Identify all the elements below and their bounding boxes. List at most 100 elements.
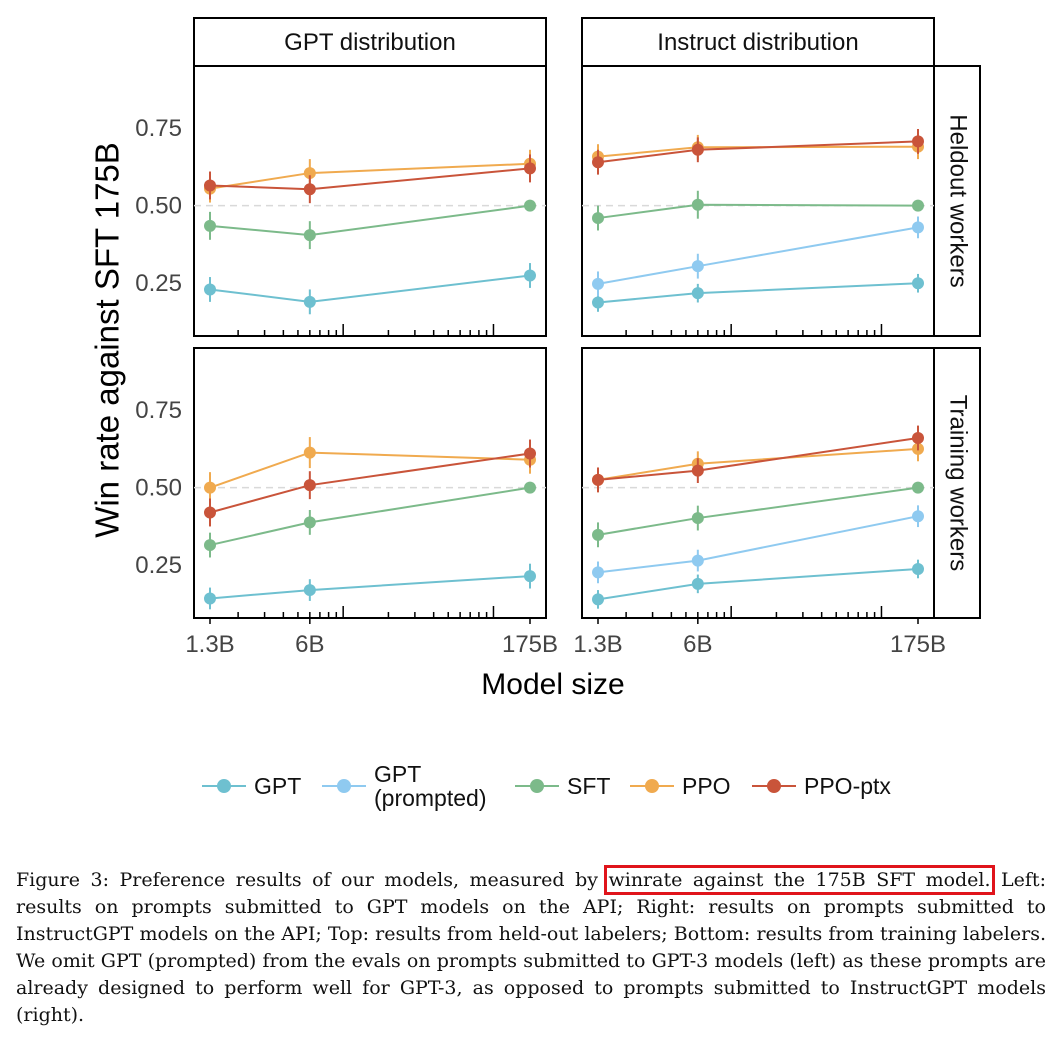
data-point: [303, 584, 316, 597]
data-point: [303, 446, 316, 459]
data-point: [912, 481, 924, 494]
legend-label: PPO-ptx: [804, 773, 891, 799]
data-point: [303, 516, 316, 529]
data-point: [691, 512, 704, 525]
x-tick-label: 175B: [890, 631, 946, 658]
legend-item: SFT: [515, 773, 610, 799]
data-point: [303, 183, 316, 196]
data-point: [303, 229, 316, 242]
data-point: [592, 296, 604, 309]
data-point: [524, 447, 536, 460]
caption-text-end: Left: results on prompts submitted to GP…: [16, 869, 1046, 1026]
series-line-sft: [209, 204, 531, 237]
y-tick-label: 0.75: [135, 397, 182, 424]
data-point: [204, 539, 216, 552]
legend-item: GPT (prompted): [322, 761, 486, 811]
x-axis-title: Model size: [481, 668, 624, 701]
data-point: [691, 464, 704, 477]
series-line-ppo-ptx: [209, 452, 531, 514]
y-axis-title: Win rate against SFT 175B: [89, 142, 126, 538]
row-strip-training: Training workers: [945, 395, 972, 572]
series-line-sft: [597, 203, 919, 220]
series-line-ppo-ptx: [209, 167, 531, 191]
legend-label-line: (prompted): [374, 785, 486, 811]
data-point: [691, 287, 704, 300]
minor-ticks: [237, 324, 883, 618]
data-point: [691, 198, 704, 211]
x-tick-label: 175B: [502, 631, 558, 658]
col-strip-instruct: Instruct distribution: [657, 29, 858, 56]
data-point: [691, 260, 704, 273]
data-point: [303, 167, 316, 180]
legend-item: PPO: [630, 773, 731, 799]
data-point: [912, 221, 924, 234]
series-line-ppo: [209, 451, 531, 489]
data-point: [592, 277, 604, 290]
legend-item: PPO-ptx: [752, 773, 891, 799]
data-point: [204, 219, 216, 232]
figure-caption: Figure 3: Preference results of our mode…: [16, 865, 1046, 1029]
data-point: [592, 156, 604, 169]
data-point: [524, 269, 536, 282]
data-point: [204, 179, 216, 192]
data-point: [912, 562, 924, 575]
legend-item: GPT: [202, 773, 301, 799]
x-tick-label: 6B: [295, 631, 324, 658]
legend-marker: [767, 779, 781, 793]
row-strips: [933, 65, 981, 619]
legend-marker: [530, 779, 544, 793]
data-point: [592, 528, 604, 541]
data-point: [912, 135, 924, 148]
col-strip-gpt: GPT distribution: [284, 29, 456, 56]
legend-label: SFT: [567, 773, 610, 799]
series-line-sft: [209, 486, 531, 547]
data-point: [204, 506, 216, 519]
legend-label: GPT: [254, 773, 301, 799]
data-point: [524, 481, 536, 494]
data-point: [524, 199, 536, 212]
series-line-gpt: [209, 575, 531, 600]
x-tick-label: 6B: [683, 631, 712, 658]
y-tick-label: 0.50: [135, 475, 182, 502]
y-tick-label: 0.50: [135, 193, 182, 220]
y-tick-label: 0.25: [135, 270, 182, 297]
series-line-gpt-prompted-: [597, 226, 919, 285]
data-point: [691, 554, 704, 567]
data-point: [912, 510, 924, 523]
row-strip-heldout: Heldout workers: [945, 114, 972, 287]
series-line-gpt: [597, 567, 919, 601]
legend: GPT GPT (prompted) SFT PPO PPO-ptx: [202, 761, 891, 811]
x-tick-labels: 1.3B 6B 175B 1.3B 6B 175B: [185, 618, 946, 658]
series-line-ppo: [209, 162, 531, 190]
data-point: [912, 277, 924, 290]
data-point: [592, 212, 604, 225]
caption-text-start: Figure 3: Preference results of our mode…: [16, 869, 609, 891]
legend-label: PPO: [682, 773, 731, 799]
data-point: [592, 593, 604, 606]
data-point: [592, 473, 604, 486]
data-point: [204, 283, 216, 296]
data-point: [303, 295, 316, 308]
series-layer: [204, 129, 924, 610]
series-line-gpt-prompted-: [597, 515, 919, 574]
data-point: [524, 162, 536, 175]
y-tick-label: 0.25: [135, 552, 182, 579]
legend-marker: [337, 779, 351, 793]
data-point: [592, 566, 604, 579]
y-tick-labels: 0.25 0.50 0.75 0.25 0.50 0.75: [135, 115, 182, 579]
reference-lines: [194, 204, 934, 489]
data-point: [303, 479, 316, 492]
data-point: [524, 570, 536, 583]
legend-marker: [217, 779, 231, 793]
data-point: [204, 481, 216, 494]
legend-marker: [645, 779, 659, 793]
legend-label: GPT (prompted): [374, 761, 486, 811]
data-point: [912, 432, 924, 444]
x-tick-label: 1.3B: [185, 631, 234, 658]
y-tick-label: 0.75: [135, 115, 182, 142]
faceted-line-chart: GPT distribution Instruct distribution H…: [89, 17, 981, 811]
series-line-sft: [597, 486, 919, 536]
series-line-gpt: [209, 274, 531, 303]
data-point: [912, 199, 924, 212]
caption-highlight: winrate against the 175B SFT model.: [604, 865, 995, 895]
